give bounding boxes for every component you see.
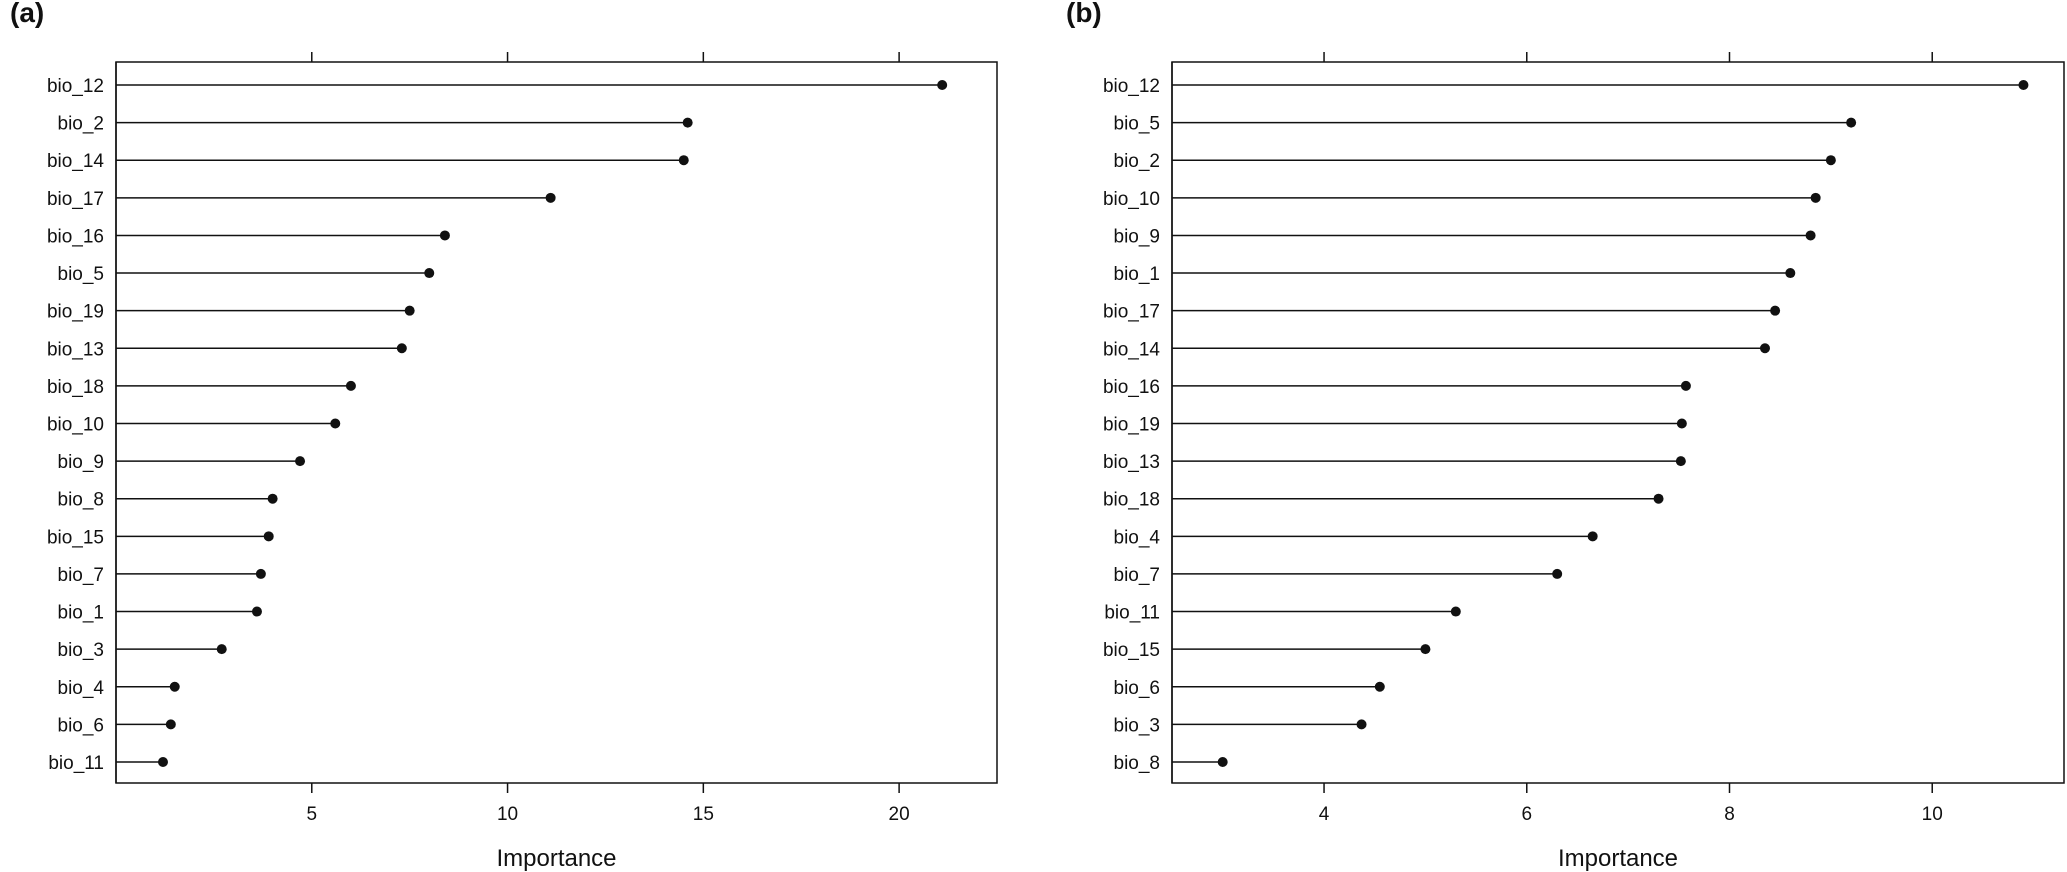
category-label: bio_18 <box>1103 490 1160 511</box>
lollipop-point <box>1770 305 1781 316</box>
category-label: bio_10 <box>1103 189 1160 210</box>
lollipop-point <box>404 305 415 316</box>
lollipop-point <box>1759 343 1770 354</box>
category-label: bio_3 <box>1114 715 1161 736</box>
lollipop-point <box>1675 456 1686 467</box>
category-label: bio_19 <box>47 302 104 323</box>
category-label: bio_18 <box>47 377 104 398</box>
x-axis-title: Importance <box>1558 845 1678 872</box>
category-label: bio_8 <box>58 490 105 511</box>
lollipop-point <box>330 418 341 429</box>
category-label: bio_15 <box>1103 640 1160 661</box>
x-tick-label: 10 <box>1922 804 1943 825</box>
lollipop-point <box>1217 756 1228 767</box>
lollipop-point <box>2018 80 2029 90</box>
category-label: bio_3 <box>58 640 105 661</box>
category-label: bio_4 <box>58 678 105 699</box>
lollipop-point <box>1785 268 1796 279</box>
x-tick-label: 6 <box>1521 804 1532 825</box>
lollipop-point <box>1653 493 1664 504</box>
lollipop-point <box>345 380 356 391</box>
lollipop-point <box>1374 681 1385 692</box>
category-label: bio_12 <box>1103 76 1160 97</box>
lollipop-point <box>396 343 407 354</box>
lollipop-point <box>157 756 168 767</box>
lollipop-point <box>1810 192 1821 203</box>
category-label: bio_5 <box>1114 114 1161 135</box>
category-label: bio_16 <box>47 226 104 247</box>
panel-label: (b) <box>1066 0 1102 28</box>
lollipop-point <box>263 531 274 542</box>
category-label: bio_6 <box>58 715 105 736</box>
lollipop-point <box>682 117 693 128</box>
lollipop-point <box>1356 719 1367 730</box>
category-label: bio_16 <box>1103 377 1160 398</box>
plot-frame <box>115 61 998 784</box>
category-label: bio_13 <box>1103 452 1160 473</box>
lollipop-point <box>424 268 435 279</box>
lollipop-point <box>1825 155 1836 166</box>
category-label: bio_2 <box>1114 151 1161 172</box>
category-label: bio_10 <box>47 414 104 435</box>
category-label: bio_15 <box>47 527 104 548</box>
category-label: bio_11 <box>48 753 104 774</box>
x-tick-label: 8 <box>1724 804 1735 825</box>
category-label: bio_1 <box>58 603 105 624</box>
lollipop-point <box>1805 230 1816 241</box>
lollipop-point <box>1846 117 1857 128</box>
x-axis-title: Importance <box>496 845 616 872</box>
lollipop-point <box>255 568 266 579</box>
category-label: bio_8 <box>1114 753 1161 774</box>
plot-frame <box>1171 61 2065 784</box>
category-label: bio_14 <box>1103 339 1160 360</box>
lollipop-point <box>937 80 948 90</box>
category-label: bio_17 <box>1103 302 1160 323</box>
lollipop-point <box>678 155 689 166</box>
category-label: bio_12 <box>47 76 104 97</box>
x-tick-label: 15 <box>693 804 714 825</box>
category-label: bio_9 <box>1114 226 1161 247</box>
category-label: bio_9 <box>58 452 105 473</box>
lollipop-point <box>169 681 180 692</box>
category-label: bio_6 <box>1114 678 1161 699</box>
lollipop-point <box>439 230 450 241</box>
x-tick-label: 10 <box>497 804 518 825</box>
chart-panel-1: (a) 5 10 15 20 Importance bio_12 bio_2 bio_14bio… <box>10 0 998 872</box>
lollipop-point <box>1420 644 1431 655</box>
lollipop-point <box>545 192 556 203</box>
x-tick-label: 4 <box>1319 804 1330 825</box>
category-label: bio_19 <box>1103 414 1160 435</box>
category-label: bio_14 <box>47 151 104 172</box>
category-label: bio_17 <box>47 189 104 210</box>
lollipop-point <box>251 606 262 617</box>
lollipop-point <box>1450 606 1461 617</box>
lollipop-point <box>1587 531 1598 542</box>
lollipop-point <box>165 719 176 730</box>
category-label: bio_5 <box>58 264 105 285</box>
x-tick-label: 20 <box>889 804 910 825</box>
lollipop-point <box>1676 418 1687 429</box>
category-label: bio_13 <box>47 339 104 360</box>
category-label: bio_4 <box>1114 527 1161 548</box>
x-tick-label: 5 <box>306 804 317 825</box>
category-label: bio_7 <box>1114 565 1161 586</box>
lollipop-point <box>267 493 278 504</box>
lollipop-point <box>216 644 227 655</box>
category-label: bio_1 <box>1114 264 1161 285</box>
category-label: bio_7 <box>58 565 105 586</box>
panel-label: (a) <box>10 0 44 28</box>
lollipop-point <box>1552 568 1563 579</box>
lollipop-point <box>1680 380 1691 391</box>
chart-panel-2: (b) 4 6 8 10 Importance bio_12 bio_5 bio_2 bio_10… <box>1066 0 2065 872</box>
lollipop-point <box>295 456 306 467</box>
category-label: bio_11 <box>1104 603 1160 624</box>
category-label: bio_2 <box>58 114 105 135</box>
